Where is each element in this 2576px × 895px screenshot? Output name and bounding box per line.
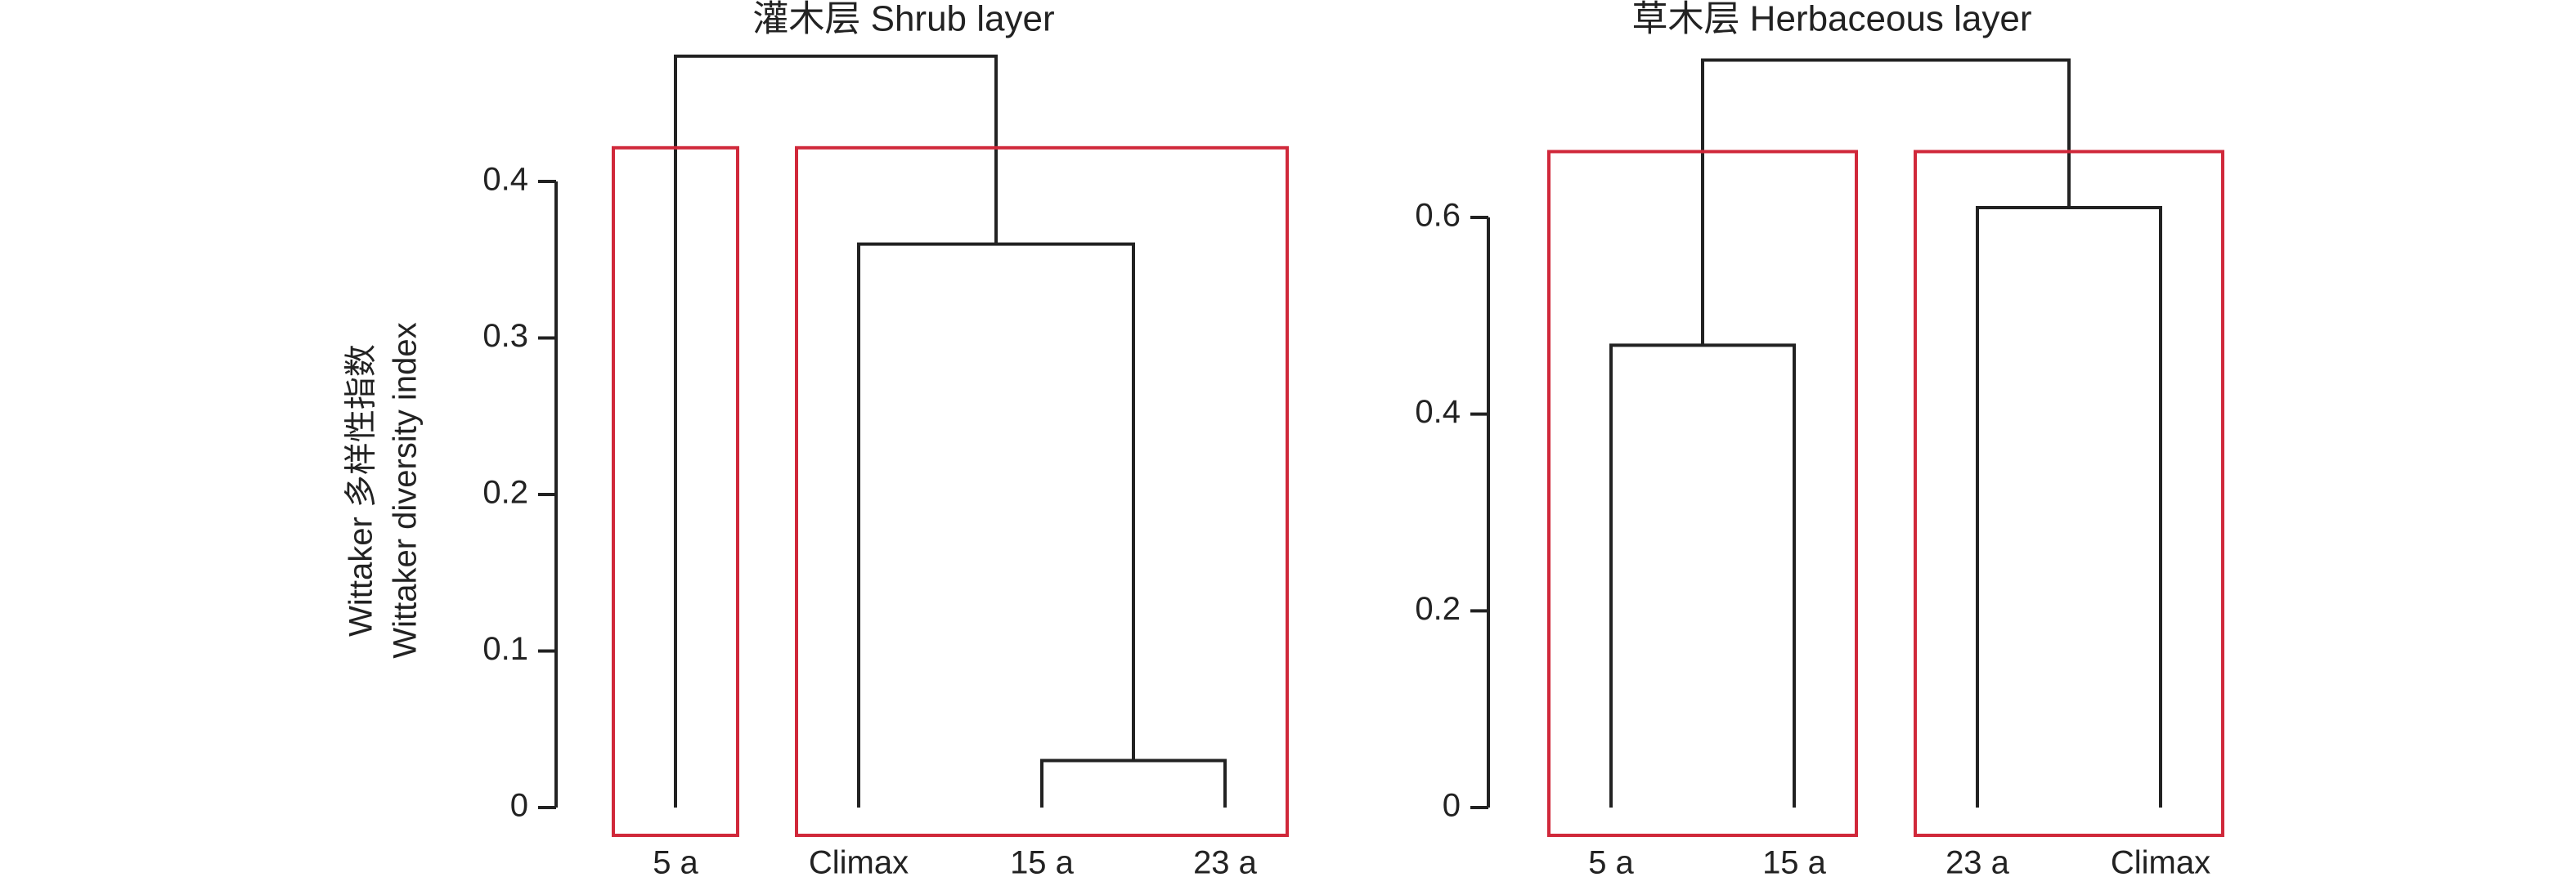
y-tick-label: 0.1	[482, 631, 528, 667]
cluster-box	[795, 145, 1289, 838]
y-tick-label: 0.4	[482, 162, 528, 198]
y-tick-label: 0	[1443, 788, 1461, 824]
cluster-box	[1914, 150, 2224, 837]
leaf-label: 23 a	[1193, 845, 1258, 881]
chart-title: 草木层 Herbaceous layer	[1631, 0, 2031, 39]
chart-title: 灌木层 Shrub layer	[752, 0, 1054, 39]
y-tick-label: 0.2	[482, 475, 528, 511]
leaf-label: 5 a	[1588, 845, 1634, 881]
leaf-label: 15 a	[1010, 845, 1075, 881]
leaf-label: Climax	[809, 845, 909, 881]
y-tick-label: 0.4	[1415, 394, 1461, 430]
dendrogram-link	[1701, 58, 2071, 346]
y-tick-label: 0	[510, 788, 528, 824]
leaf-label: 23 a	[1945, 845, 2010, 881]
dendrogram-link	[1040, 759, 1227, 808]
y-tick-label: 0.2	[1415, 591, 1461, 627]
dendrogram-link	[1609, 343, 1796, 808]
y-axis-label: Wittaker diversity index	[388, 322, 424, 658]
leaf-label: 5 a	[653, 845, 698, 881]
dendrogram-link	[1976, 205, 2162, 808]
cluster-box	[1547, 150, 1858, 837]
y-tick-label: 0.6	[1415, 198, 1461, 234]
dendrogram-link	[674, 54, 998, 808]
y-tick-label: 0.3	[482, 318, 528, 354]
leaf-label: 15 a	[1762, 845, 1827, 881]
leaf-label: Climax	[2111, 845, 2210, 881]
dendrogram-link	[857, 242, 1135, 808]
y-axis-label: Wittaker 多样性指数	[343, 344, 379, 637]
cluster-box	[612, 145, 739, 838]
